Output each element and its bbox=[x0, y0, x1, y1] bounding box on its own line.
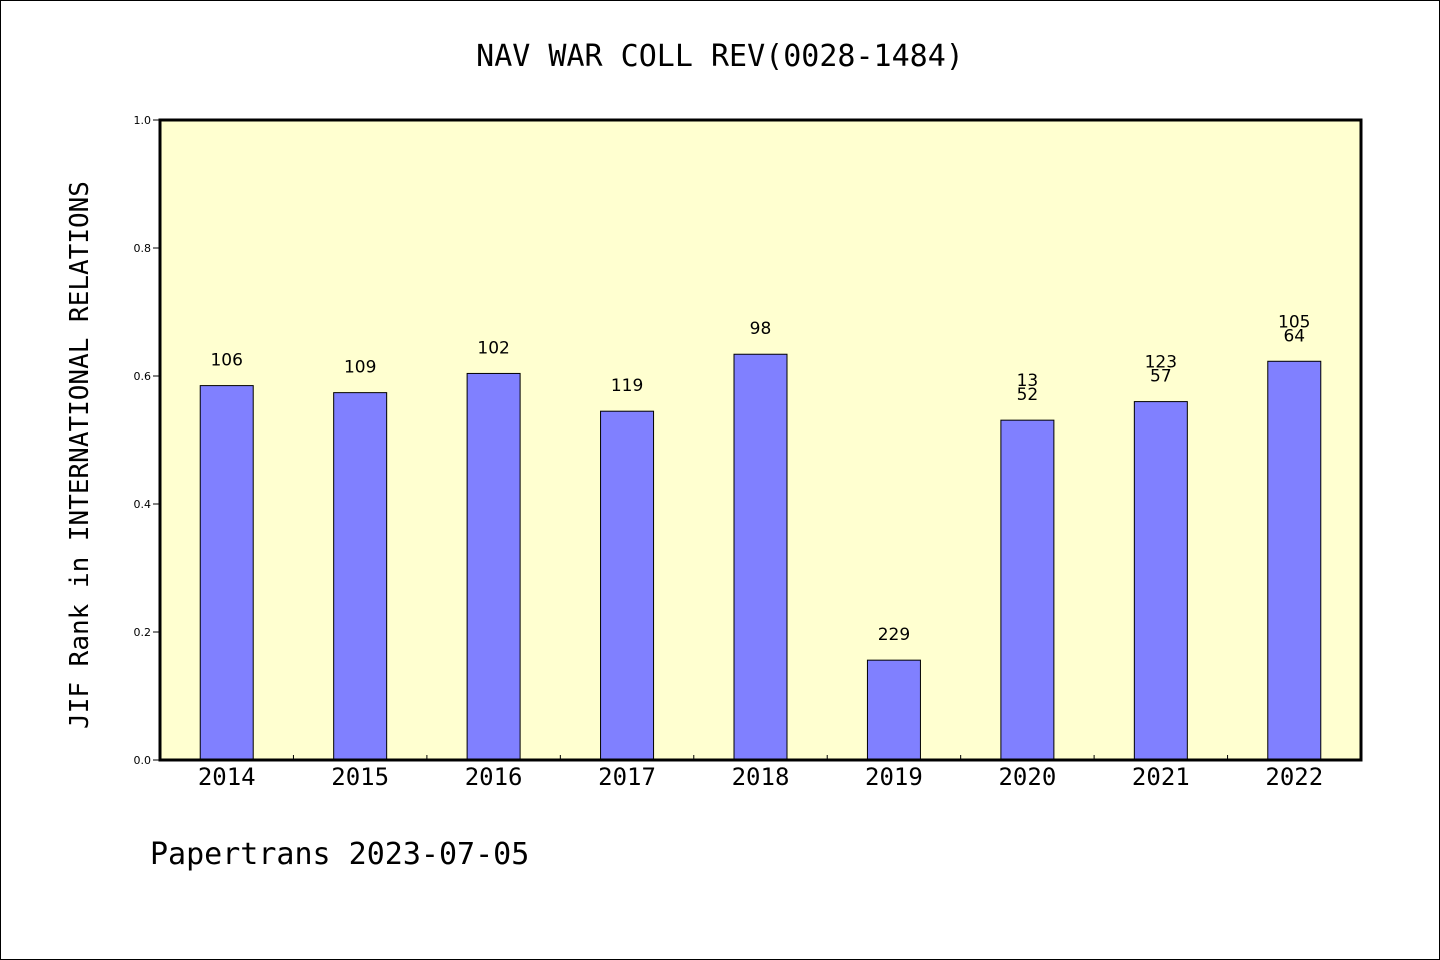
bar-data-label: 119 bbox=[611, 376, 643, 396]
x-tick-label: 2018 bbox=[732, 763, 790, 791]
y-tick-label: 0.6 bbox=[134, 370, 152, 383]
bar-data-label: 105 bbox=[1278, 312, 1310, 332]
y-tick-label: 0.0 bbox=[134, 754, 152, 767]
y-tick-label: 0.2 bbox=[134, 626, 152, 639]
x-axis: 2014 2015 2016 2017 2018 2019 2020 2021 2022 bbox=[198, 755, 1323, 791]
bar-data-label: 106 bbox=[210, 351, 242, 371]
bar-data-label: 64 bbox=[1283, 326, 1305, 346]
y-tick-label: 0.8 bbox=[134, 242, 152, 255]
x-tick-label: 2015 bbox=[331, 763, 389, 791]
bar-2021 bbox=[1133, 401, 1188, 761]
bar-data-label: 102 bbox=[477, 338, 509, 358]
bars-group bbox=[199, 353, 1322, 761]
x-tick-label: 2022 bbox=[1265, 763, 1323, 791]
bar-2022 bbox=[1267, 360, 1322, 761]
bar-data-label: 13 bbox=[1017, 371, 1039, 391]
x-tick-label: 2014 bbox=[198, 763, 256, 791]
bar-data-label: 98 bbox=[750, 319, 772, 339]
bar-data-label: 123 bbox=[1145, 353, 1177, 373]
x-tick-label: 2021 bbox=[1132, 763, 1190, 791]
chart-title: NAV WAR COLL REV(0028-1484) bbox=[476, 39, 964, 74]
bar-data-label: 57 bbox=[1150, 367, 1172, 387]
y-tick-label: 1.0 bbox=[134, 114, 152, 127]
bar-2018 bbox=[733, 353, 788, 761]
footer-credit: Papertrans 2023-07-05 bbox=[150, 837, 529, 872]
bar-2020 bbox=[1000, 419, 1055, 761]
x-tick-label: 2019 bbox=[865, 763, 923, 791]
plot-frame bbox=[158, 118, 1363, 762]
bar-data-label: 109 bbox=[344, 358, 376, 378]
bar-2019 bbox=[866, 659, 921, 761]
bar-data-label: 52 bbox=[1017, 385, 1039, 405]
bar-2017 bbox=[600, 410, 655, 761]
bar-2016 bbox=[466, 372, 521, 761]
bar-2015 bbox=[333, 392, 388, 761]
y-axis-label: JIF Rank in INTERNATIONAL RELATIONS bbox=[65, 181, 95, 729]
bar-2014 bbox=[199, 385, 254, 761]
y-tick-label: 0.4 bbox=[134, 498, 152, 511]
x-tick-label: 2020 bbox=[998, 763, 1056, 791]
bar-data-label: 229 bbox=[878, 625, 910, 645]
x-tick-label: 2016 bbox=[465, 763, 523, 791]
x-tick-label: 2017 bbox=[598, 763, 656, 791]
